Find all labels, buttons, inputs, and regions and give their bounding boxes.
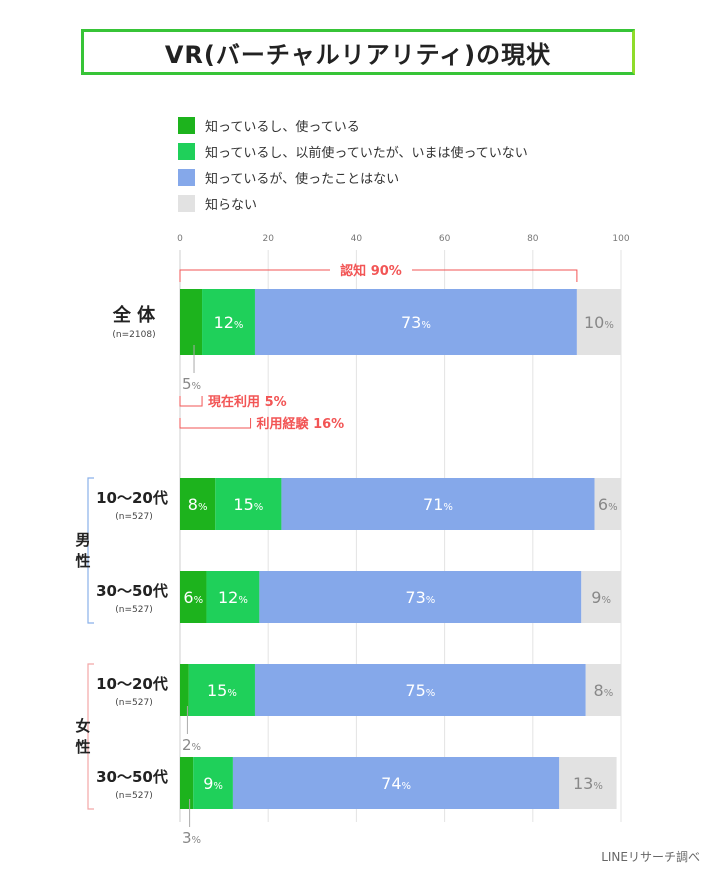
usage-experience-annotation: 利用経験 16% [257, 416, 345, 432]
usage-experience-bracket [180, 418, 251, 428]
group-bracket [88, 664, 94, 809]
current-use-bracket [180, 396, 202, 406]
category-label: 全 体 [112, 304, 156, 326]
category-label: 10～20代 [96, 489, 168, 507]
group-label-male-2: 性 [75, 552, 90, 570]
x-tick-label: 100 [612, 234, 629, 244]
category-n-label: (n=527) [115, 512, 152, 522]
data-label: 2% [182, 736, 201, 754]
awareness-bracket-left [180, 270, 330, 282]
category-label: 10～20代 [96, 675, 168, 693]
category-n-label: (n=527) [115, 605, 152, 615]
group-label-female-2: 性 [75, 738, 90, 756]
awareness-annotation: 認知 90% [340, 263, 402, 279]
x-tick-label: 60 [439, 234, 451, 244]
x-tick-label: 0 [177, 234, 183, 244]
group-label-male-1: 男 [75, 531, 90, 549]
source-note: LINEリサーチ調べ [601, 848, 700, 865]
category-n-label: (n=527) [115, 698, 152, 708]
group-bracket [88, 478, 94, 623]
category-label: 30～50代 [96, 768, 168, 786]
bar-segment [180, 757, 193, 809]
awareness-bracket-right [412, 270, 577, 282]
category-n-label: (n=2108) [112, 330, 155, 340]
data-label: 3% [182, 829, 201, 847]
x-tick-label: 80 [527, 234, 539, 244]
x-tick-label: 40 [351, 234, 363, 244]
bar-segment [180, 289, 202, 355]
group-label-female-1: 女 [75, 717, 90, 735]
x-tick-label: 20 [262, 234, 274, 244]
data-label: 5% [182, 375, 201, 393]
current-use-annotation: 現在利用 5% [208, 394, 287, 410]
category-label: 30～50代 [96, 582, 168, 600]
category-n-label: (n=527) [115, 791, 152, 801]
